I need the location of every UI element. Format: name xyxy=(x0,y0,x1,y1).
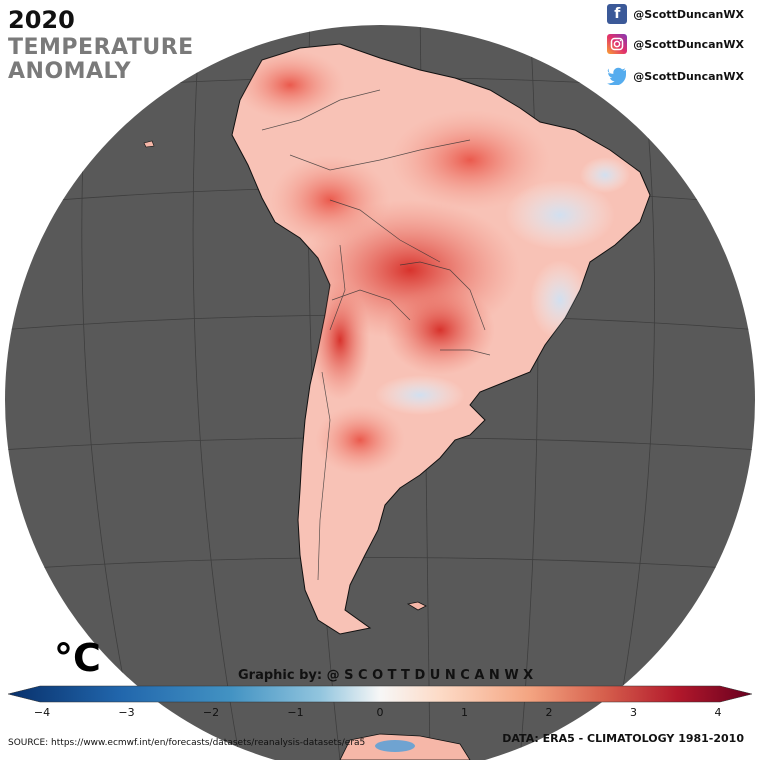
colorbar-tick-label: 0 xyxy=(376,706,384,719)
antarctica-cool-patch xyxy=(375,740,415,752)
colorbar-tick-label: 2 xyxy=(545,706,553,719)
colorbar xyxy=(7,685,753,703)
falkland-islands xyxy=(406,601,427,611)
colorbar-tick-label: 3 xyxy=(630,706,637,719)
country-borders xyxy=(261,89,491,581)
twitter-handle: @ScottDuncanWX xyxy=(633,69,744,83)
social-instagram[interactable]: @ScottDuncanWX xyxy=(607,34,744,54)
colorbar-tick-label: 4 xyxy=(714,706,722,719)
colorbar-tick-label: −1 xyxy=(287,706,304,719)
facebook-handle: @ScottDuncanWX xyxy=(633,7,744,21)
twitter-icon xyxy=(607,66,627,86)
instagram-handle: @ScottDuncanWX xyxy=(633,37,744,51)
colorbar-tick-label: 1 xyxy=(461,706,468,719)
galapagos-islands xyxy=(143,140,155,148)
map-title: TEMPERATURE ANOMALY xyxy=(8,36,194,84)
title-line-2: ANOMALY xyxy=(8,59,132,84)
anomaly-shading xyxy=(235,50,630,475)
source-text: SOURCE: https://www.ecmwf.int/en/forecas… xyxy=(8,738,366,748)
colorbar-tick-label: −2 xyxy=(202,706,220,719)
year-label: 2020 xyxy=(8,6,75,34)
facebook-icon: f xyxy=(607,4,628,24)
colorbar-tick-label: −3 xyxy=(118,706,135,719)
instagram-icon xyxy=(607,34,628,54)
colorbar-tick-label: −4 xyxy=(33,706,51,719)
social-twitter[interactable]: @ScottDuncanWX xyxy=(607,66,744,86)
social-facebook[interactable]: f @ScottDuncanWX xyxy=(607,4,744,24)
unit-label: °C xyxy=(54,636,101,680)
title-line-1: TEMPERATURE xyxy=(8,35,194,60)
graphic-credit: Graphic by: @ S C O T T D U N C A N W X xyxy=(238,668,534,683)
data-text: DATA: ERA5 - CLIMATOLOGY 1981-2010 xyxy=(502,732,744,745)
